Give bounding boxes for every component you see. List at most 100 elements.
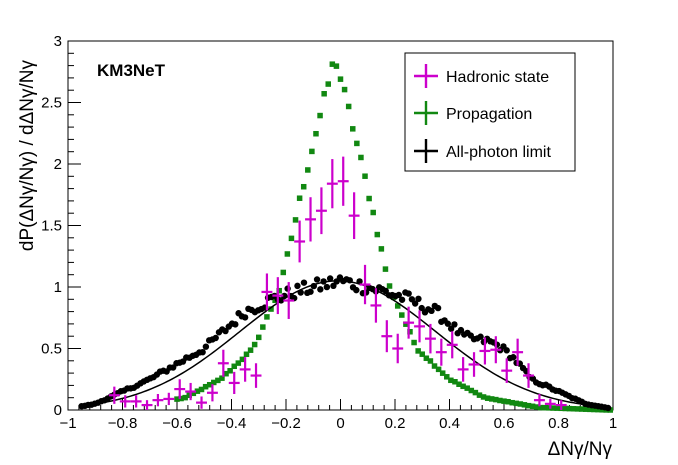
- propagation-point: [480, 394, 487, 400]
- all-photon-point: [457, 326, 465, 334]
- all-photon-point: [241, 314, 249, 321]
- propagation-point: [578, 406, 585, 412]
- series-all-photon-limit: [78, 274, 612, 412]
- propagation-point: [517, 401, 524, 407]
- propagation-point: [562, 405, 569, 412]
- all-photon-point: [222, 327, 229, 335]
- propagation-point: [505, 398, 511, 405]
- all-photon-point: [300, 279, 308, 286]
- propagation-point: [268, 306, 274, 312]
- hadronic-point: [119, 395, 131, 408]
- y-tick-label: 2: [54, 156, 62, 173]
- propagation-point: [509, 399, 515, 406]
- propagation-point: [251, 341, 258, 348]
- propagation-point: [546, 405, 552, 411]
- propagation-point: [288, 235, 295, 242]
- propagation-point: [223, 370, 229, 377]
- propagation-point: [194, 388, 201, 394]
- hadronic-point: [228, 371, 240, 395]
- propagation-point: [378, 246, 385, 252]
- propagation-point: [595, 406, 601, 413]
- propagation-point: [292, 217, 299, 223]
- all-photon-point: [353, 286, 360, 294]
- propagation-point: [219, 375, 225, 381]
- propagation-point: [444, 374, 450, 380]
- all-photon-point: [317, 286, 324, 293]
- hadronic-point: [414, 310, 425, 343]
- propagation-point: [296, 195, 303, 201]
- propagation-point: [366, 195, 372, 202]
- x-tick-label: 0.8: [548, 415, 569, 432]
- hadronic-point: [206, 384, 218, 402]
- x-axis-ticks: [67, 399, 614, 410]
- x-axis-tick-labels: −1 −0.8 −0.6 −0.4 −0.2 0 0.2 0.4 0.6 0.8 1: [59, 415, 617, 432]
- all-photon-point: [395, 291, 403, 299]
- propagation-point: [300, 183, 307, 190]
- propagation-point: [542, 404, 548, 411]
- hadronic-point: [424, 323, 436, 354]
- y-tick-label: 1.5: [41, 218, 62, 235]
- hadronic-point: [523, 363, 534, 388]
- propagation-point: [198, 386, 205, 393]
- hadronic-point: [283, 282, 295, 319]
- propagation-point: [317, 112, 323, 119]
- propagation-point: [472, 389, 479, 396]
- propagation-point: [386, 283, 393, 289]
- hadronic-point: [108, 386, 120, 404]
- propagation-point: [464, 385, 470, 391]
- hadronic-point: [533, 394, 545, 407]
- hadronic-point: [326, 159, 338, 209]
- all-photon-point: [199, 348, 206, 356]
- propagation-point: [583, 406, 589, 412]
- hadronic-point: [130, 395, 142, 408]
- x-tick-label: −0.6: [162, 415, 192, 432]
- propagation-point: [280, 269, 287, 276]
- hadronic-point: [305, 197, 316, 242]
- y-axis-title: dP(ΔNγ/Nγ) / dΔNγ/Nγ: [17, 60, 38, 252]
- all-photon-point: [428, 307, 435, 315]
- propagation-point: [174, 396, 180, 402]
- all-photon-point: [323, 283, 331, 291]
- propagation-point: [182, 394, 188, 401]
- legend-label-allphoton: All-photon limit: [446, 144, 551, 161]
- propagation-point: [484, 395, 491, 401]
- hadronic-point: [250, 363, 262, 388]
- hadronic-point: [370, 288, 382, 323]
- propagation-point: [419, 351, 425, 357]
- propagation-point: [243, 351, 250, 358]
- hadronic-point: [555, 400, 567, 410]
- y-axis-tick-labels: 0 0.5 1 1.5 2 2.5 3: [41, 33, 62, 419]
- x-tick-label: 0.6: [494, 415, 515, 432]
- propagation-point: [362, 173, 368, 179]
- propagation-point: [591, 406, 597, 413]
- propagation-point: [370, 209, 376, 216]
- x-tick-label: −0.2: [271, 415, 301, 432]
- hadronic-point: [337, 156, 349, 206]
- propagation-point: [235, 360, 242, 366]
- hadronic-point: [315, 187, 327, 235]
- hadronic-point: [239, 357, 251, 382]
- propagation-point: [399, 312, 405, 318]
- propagation-point: [587, 406, 593, 413]
- all-photon-point: [477, 333, 484, 340]
- propagation-point: [239, 356, 246, 363]
- propagation-point: [456, 381, 462, 387]
- legend-entry-propagation: Propagation: [414, 101, 532, 125]
- propagation-point: [186, 392, 193, 399]
- propagation-point: [566, 405, 573, 412]
- propagation-point: [227, 368, 233, 374]
- all-photon-point: [398, 296, 406, 303]
- propagation-point: [550, 405, 556, 411]
- legend-label-hadronic: Hadronic state: [446, 69, 549, 86]
- all-photon-point: [451, 321, 458, 328]
- propagation-point: [202, 383, 209, 390]
- x-tick-label: −0.4: [217, 415, 247, 432]
- all-photon-point: [307, 288, 314, 295]
- all-photon-point: [415, 295, 422, 303]
- legend-label-propagation: Propagation: [446, 106, 532, 123]
- all-photon-point: [434, 304, 442, 312]
- hadronic-point: [490, 336, 502, 364]
- propagation-point: [215, 377, 221, 384]
- experiment-label: KM3NeT: [97, 61, 166, 80]
- hadronic-point: [479, 337, 491, 365]
